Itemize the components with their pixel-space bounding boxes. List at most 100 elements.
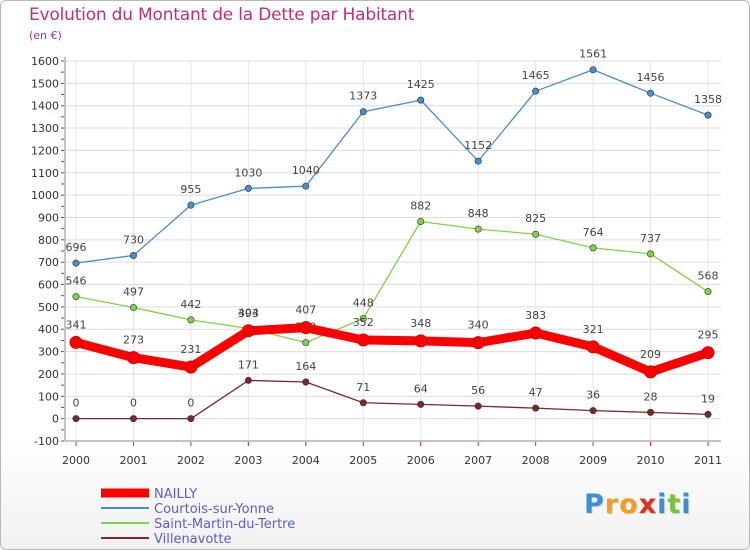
data-label: 0 — [73, 397, 80, 410]
y-tick-label: 1500 — [31, 77, 59, 90]
data-label: 825 — [525, 212, 546, 225]
data-label: 348 — [410, 317, 431, 330]
legend-label: NAILLY — [154, 487, 197, 502]
data-label: 1425 — [407, 78, 435, 91]
chart-title: Evolution du Montant de la Dette par Hab… — [29, 5, 415, 25]
data-point — [701, 346, 715, 360]
data-label: 36 — [586, 389, 600, 402]
data-point — [532, 230, 540, 238]
data-label: 1373 — [349, 90, 377, 103]
y-tick-label: 300 — [38, 346, 59, 359]
data-point — [302, 339, 310, 347]
brand-letter: i — [681, 489, 692, 520]
brand-letter: t — [667, 489, 682, 520]
data-label: 383 — [525, 309, 546, 322]
data-label: 442 — [180, 298, 201, 311]
data-label: 1030 — [234, 166, 262, 179]
brand-letter: r — [604, 489, 620, 520]
proxiti-logo: Proxiti — [584, 489, 692, 520]
data-point — [302, 378, 310, 386]
y-tick-label: 1300 — [31, 122, 59, 135]
data-label: 28 — [644, 390, 658, 403]
data-label: 352 — [353, 316, 374, 329]
data-label: 0 — [130, 397, 137, 410]
data-label: 71 — [356, 381, 370, 394]
data-point — [184, 360, 198, 374]
y-tick-label: 1400 — [31, 100, 59, 113]
x-tick-label: 2008 — [522, 454, 550, 467]
data-point — [704, 111, 712, 119]
data-label: 764 — [583, 226, 604, 239]
data-point — [299, 321, 313, 335]
y-tick-label: 100 — [38, 390, 59, 403]
data-label: 546 — [66, 275, 87, 288]
data-point — [647, 250, 655, 258]
data-label: 209 — [640, 348, 661, 361]
data-point — [589, 407, 597, 415]
data-point — [187, 415, 195, 423]
x-tick-label: 2006 — [407, 454, 435, 467]
y-tick-label: 400 — [38, 323, 59, 336]
data-label: 56 — [471, 384, 485, 397]
series-line-villenavotte — [75, 379, 709, 420]
data-point — [129, 415, 137, 423]
y-tick-label: 0 — [52, 413, 59, 426]
x-tick-label: 2009 — [579, 454, 607, 467]
data-label: 1465 — [522, 69, 550, 82]
data-label: 1152 — [464, 139, 492, 152]
data-label: 955 — [180, 183, 201, 196]
data-label: 171 — [238, 358, 259, 371]
data-point — [69, 335, 83, 349]
data-label: 340 — [468, 319, 489, 332]
data-point — [704, 288, 712, 296]
data-label: 848 — [468, 207, 489, 220]
data-label: 231 — [180, 343, 201, 356]
data-point — [414, 334, 428, 348]
data-label: 407 — [295, 304, 316, 317]
x-tick-label: 2001 — [119, 454, 147, 467]
series-line-nailly — [71, 323, 713, 377]
data-point — [244, 184, 252, 192]
data-point — [589, 66, 597, 74]
legend-label: Saint-Martin-du-Tertre — [154, 517, 295, 532]
brand-letter: P — [584, 489, 605, 520]
x-tick-label: 2002 — [177, 454, 205, 467]
legend-label: Villenavotte — [154, 532, 232, 547]
y-tick-label: 800 — [38, 234, 59, 247]
data-point — [474, 225, 482, 233]
data-point — [359, 399, 367, 407]
brand-letter: i — [657, 489, 668, 520]
series-line-courtois-sur-yonne — [75, 69, 709, 264]
x-tick-label: 2011 — [694, 454, 722, 467]
x-tick-label: 2000 — [62, 454, 90, 467]
y-tick-label: 1200 — [31, 144, 59, 157]
data-label: 497 — [123, 286, 144, 299]
y-tick-label: 600 — [38, 279, 59, 292]
data-label: 164 — [295, 360, 316, 373]
data-label: 47 — [529, 386, 543, 399]
data-label: 19 — [701, 392, 715, 405]
data-label: 273 — [123, 334, 144, 347]
brand-letter: x — [638, 489, 658, 520]
data-label: 321 — [583, 323, 604, 336]
x-tick-label: 2003 — [234, 454, 262, 467]
data-point — [647, 89, 655, 97]
data-point — [529, 326, 543, 340]
data-point — [471, 336, 485, 350]
y-tick-label: 200 — [38, 368, 59, 381]
series-line-saint-martin-du-tertre — [75, 220, 709, 344]
data-point — [417, 96, 425, 104]
data-label: 568 — [698, 270, 719, 283]
data-point — [589, 244, 597, 252]
data-point — [241, 324, 255, 338]
data-point — [129, 304, 137, 312]
y-tick-label: 1100 — [31, 167, 59, 180]
data-point — [532, 404, 540, 412]
data-label: 730 — [123, 233, 144, 246]
data-point — [474, 157, 482, 165]
data-label: 882 — [410, 199, 431, 212]
data-point — [704, 410, 712, 418]
data-point — [187, 316, 195, 324]
data-label: 1358 — [694, 93, 722, 106]
y-tick-label: 1000 — [31, 189, 59, 202]
